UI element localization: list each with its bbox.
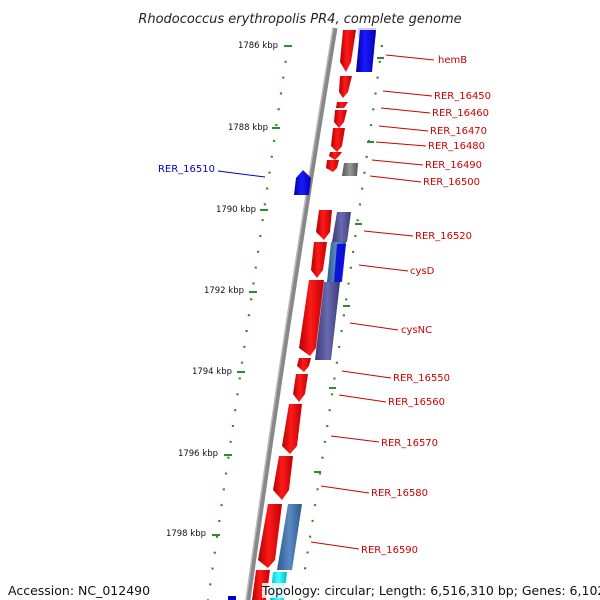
tick-scale: 1786 kbp 1788 kbp 1790 kbp 1792 kbp 1794… bbox=[166, 41, 292, 600]
gene-RER_16510 bbox=[294, 170, 311, 195]
gene-features bbox=[228, 28, 376, 600]
gene-RER_16520-overlay bbox=[332, 212, 351, 242]
tick-label: 1786 kbp bbox=[238, 41, 278, 51]
gene-label[interactable]: RER_16590 bbox=[361, 545, 418, 556]
gene-label[interactable]: RER_16570 bbox=[381, 438, 438, 449]
gene-label[interactable]: RER_16580 bbox=[371, 488, 428, 499]
gene-RER_16580 bbox=[273, 456, 293, 500]
gene-labels: hemB RER_16450 RER_16460 RER_16470 RER_1… bbox=[158, 55, 491, 556]
gene-RER_16490 bbox=[329, 152, 342, 160]
gene-label[interactable]: RER_16520 bbox=[415, 231, 472, 242]
gene-RER_16500-overlay bbox=[342, 163, 358, 176]
gene-RER_16560 bbox=[293, 374, 308, 402]
gene-label[interactable]: RER_16490 bbox=[425, 160, 482, 171]
label-leaders bbox=[217, 54, 435, 550]
gene-label[interactable]: hemB bbox=[438, 55, 467, 66]
tick-label: 1788 kbp bbox=[228, 123, 268, 133]
tick-label: 1798 kbp bbox=[166, 529, 206, 539]
gene-label[interactable]: RER_16460 bbox=[432, 108, 489, 119]
genome-backbone bbox=[245, 27, 338, 600]
gene-RER_16450 bbox=[339, 76, 352, 98]
gene-RER_16500 bbox=[326, 160, 339, 172]
gene-RER_16550 bbox=[297, 358, 311, 372]
gene-RER_16460 bbox=[336, 102, 348, 108]
gene-cysD bbox=[311, 242, 327, 278]
gene-RER_16590 bbox=[258, 504, 282, 568]
gene-cysNC-overlay bbox=[315, 282, 340, 360]
tick-label: 1792 kbp bbox=[204, 286, 244, 296]
gene-label[interactable]: RER_16450 bbox=[434, 91, 491, 102]
map-title: Rhodococcus erythropolis PR4, complete g… bbox=[138, 12, 461, 27]
gene-RER_16480 bbox=[331, 128, 345, 152]
gene-label[interactable]: cysNC bbox=[401, 325, 432, 336]
gene-RER_16470 bbox=[334, 110, 347, 128]
gene-RER_16570 bbox=[282, 404, 302, 454]
gene-label[interactable]: RER_16470 bbox=[430, 126, 487, 137]
gene-RER_16520 bbox=[316, 210, 332, 240]
gene-label[interactable]: RER_16500 bbox=[423, 177, 480, 188]
gene-label[interactable]: cysD bbox=[410, 266, 435, 277]
gene-cysNC bbox=[299, 280, 324, 356]
gene-hemB-overlay bbox=[356, 30, 376, 72]
tick-label: 1790 kbp bbox=[216, 205, 256, 215]
gene-label[interactable]: RER_16480 bbox=[428, 141, 485, 152]
right-scale bbox=[298, 44, 384, 600]
accession-text: Accession: NC_012490 bbox=[8, 583, 151, 598]
tick-marks bbox=[212, 45, 292, 536]
gene-label[interactable]: RER_16510 bbox=[158, 164, 215, 175]
gene-label[interactable]: RER_16560 bbox=[388, 397, 445, 408]
gene-hemB bbox=[340, 30, 356, 72]
tick-label: 1794 kbp bbox=[192, 367, 232, 377]
gene-label[interactable]: RER_16550 bbox=[393, 373, 450, 384]
gene-RER_16590-overlay bbox=[277, 504, 302, 570]
topology-text: Topology: circular; Length: 6,516,310 bp… bbox=[262, 583, 600, 598]
tick-label: 1796 kbp bbox=[178, 449, 218, 459]
